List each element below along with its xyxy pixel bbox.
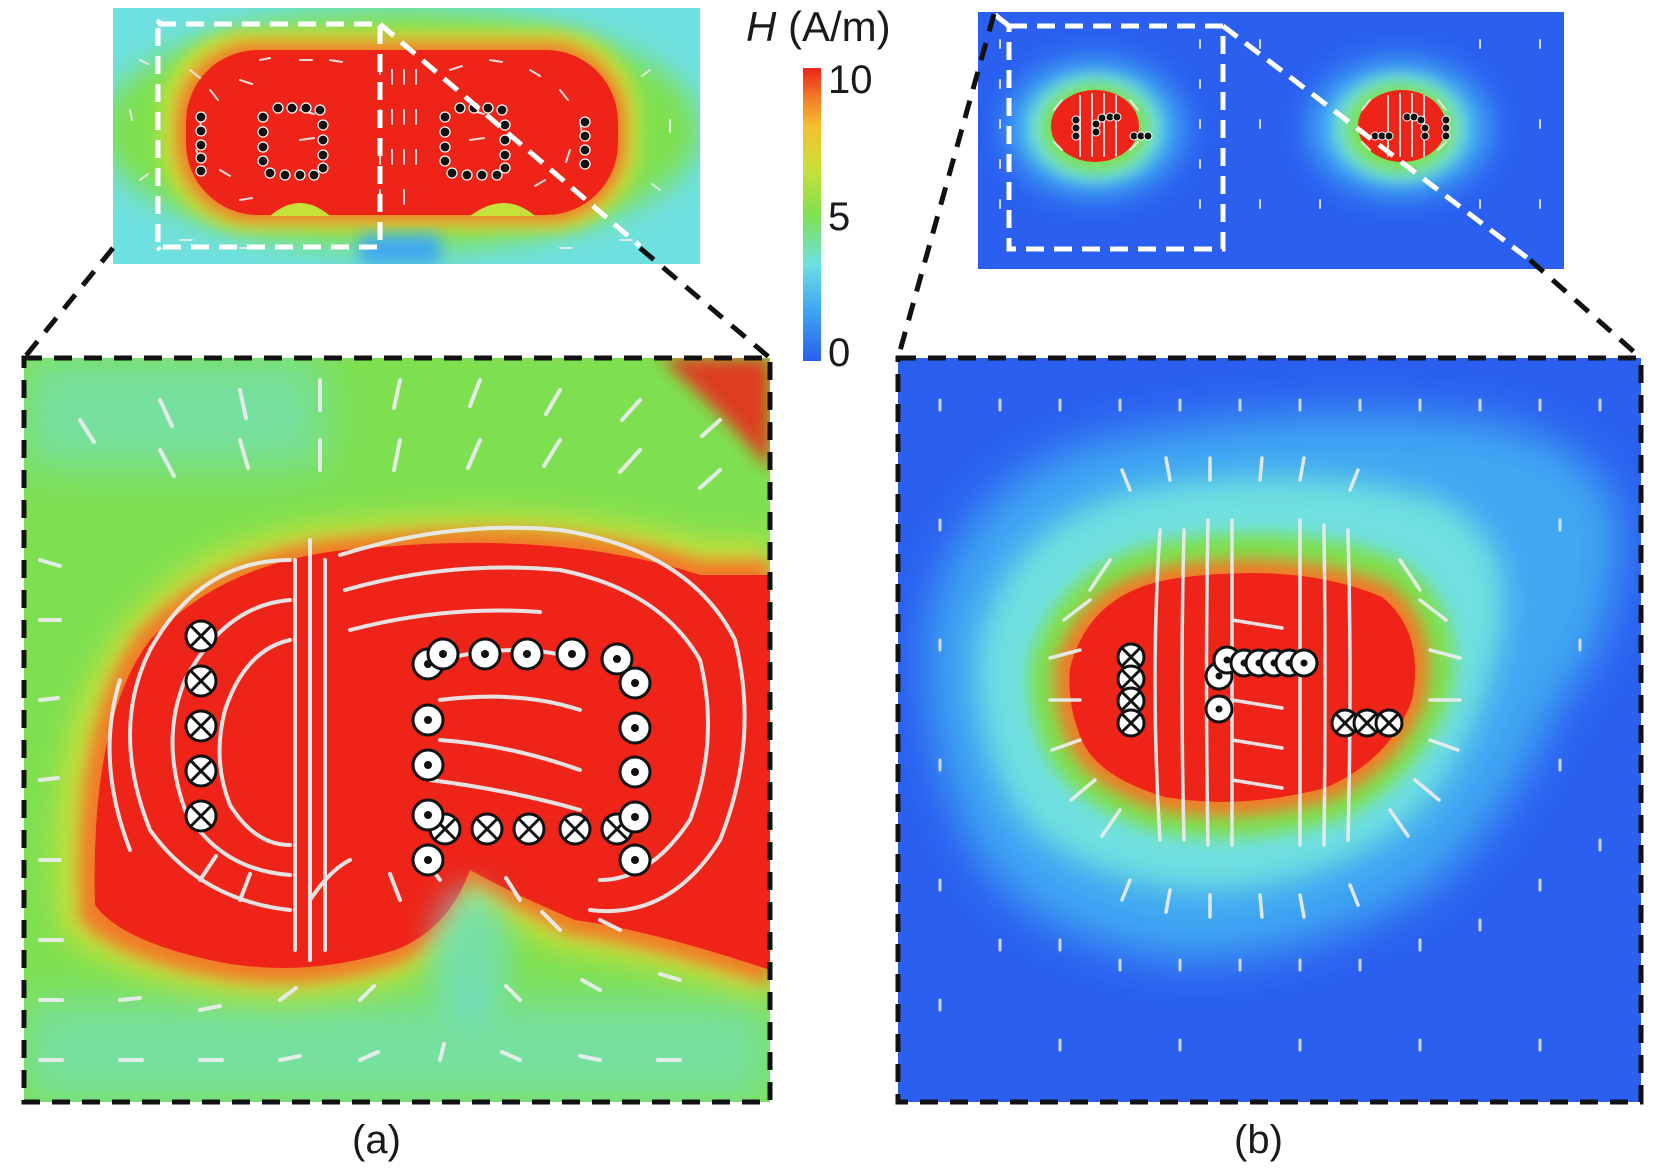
conductor-cross-a4 (184, 754, 218, 788)
overview-a-heatmap (113, 8, 700, 264)
conductor-cross-a9 (558, 812, 592, 846)
conductor-cross-b6 (1352, 708, 1382, 738)
overview-a-inset-diagonals (155, 18, 642, 252)
panel-b-field-arrows (1048, 456, 1462, 919)
panel-a-conductors-dot (411, 637, 652, 877)
overview-a-conductors (195, 102, 591, 181)
panel-a-field-arrows (38, 378, 747, 1062)
conductor-cross-b5 (1330, 708, 1360, 738)
panel-a-frame (21, 355, 773, 1105)
overview-b-conductors (1071, 112, 1451, 141)
overview-a-arrows (129, 57, 671, 249)
conductor-cross-a1 (184, 619, 218, 653)
panel-b-conductors-cross (1116, 642, 1404, 738)
conductor-cross-a3 (184, 709, 218, 743)
colorbar-symbol: H (746, 3, 777, 50)
overview-b-inset-box (1006, 23, 1226, 252)
panel-b-frame (895, 355, 1644, 1105)
panel-label-a: (a) (352, 1118, 401, 1162)
conductor-cross-b7 (1374, 708, 1404, 738)
panel-label-b: (b) (1234, 1118, 1283, 1162)
panel-b-heatmap (898, 358, 1641, 1102)
colorbar-gradient (803, 68, 821, 361)
overview-b-inset-diagonals (992, 12, 1532, 262)
colorbar-tick-max: 10 (828, 58, 873, 102)
zoom-lines-b (895, 13, 1643, 360)
conductor-cross-a2 (184, 664, 218, 698)
conductor-cross-a5 (184, 799, 218, 833)
colorbar-tick-mid: 5 (828, 195, 851, 239)
conductor-cross-b2 (1116, 664, 1146, 694)
colorbar-title: H (A/m) (746, 6, 891, 48)
panel-a-heatmap (24, 358, 770, 1102)
zoom-lines-a (22, 246, 772, 360)
panel-b-sparse-arrows (938, 398, 1602, 1052)
conductor-cross-b4 (1116, 708, 1146, 738)
conductor-cross-a7 (470, 812, 504, 846)
overview-b-heatmap (978, 12, 1564, 269)
colorbar-tick-min: 0 (828, 331, 851, 375)
conductor-cross-a8 (512, 812, 546, 846)
colorbar-unit: (A/m) (788, 3, 891, 50)
panel-b-conductors-dot (1204, 645, 1319, 724)
